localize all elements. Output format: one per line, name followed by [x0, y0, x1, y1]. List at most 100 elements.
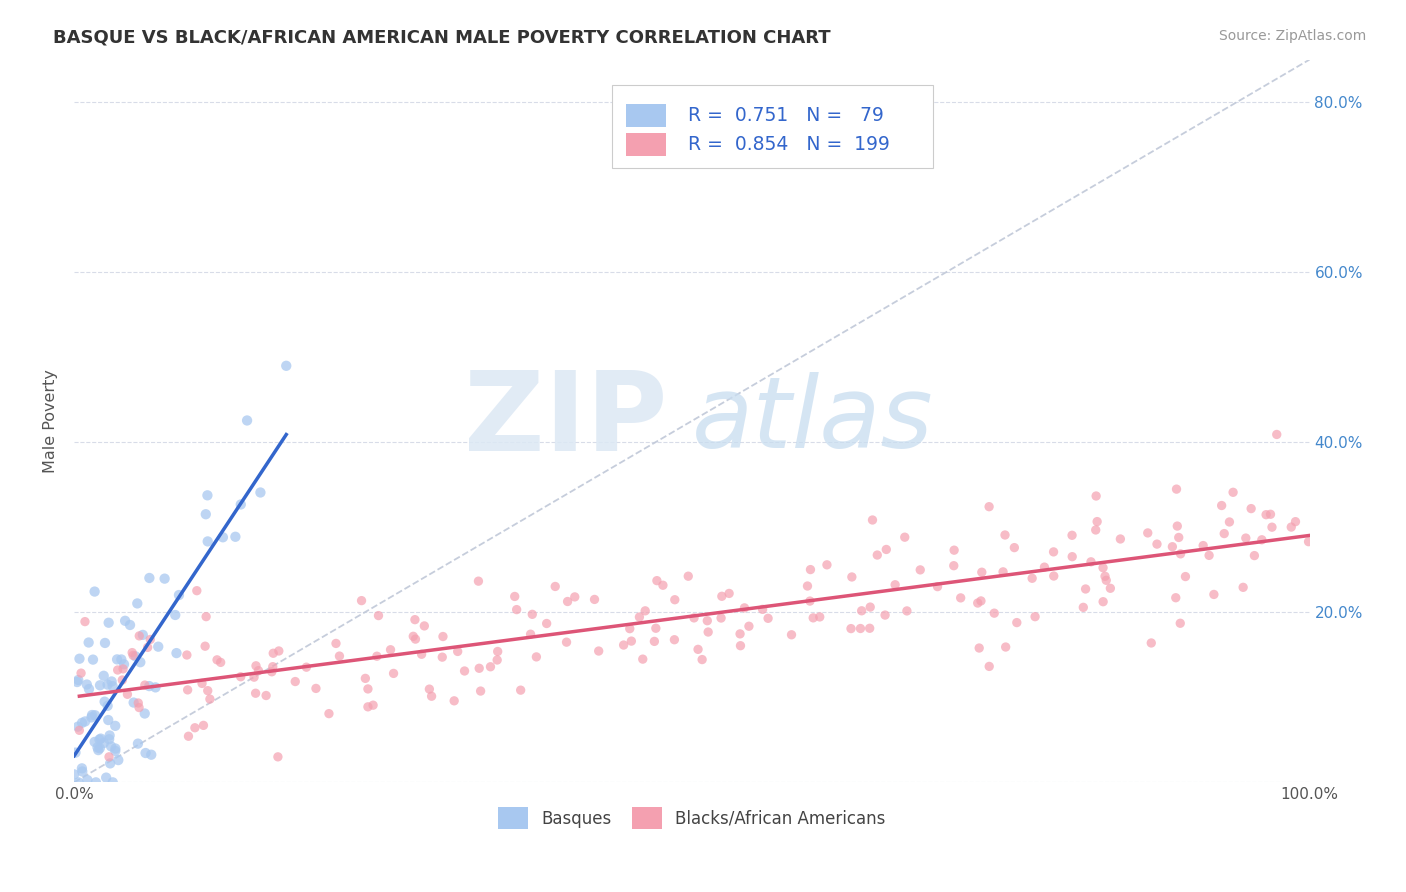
Point	[70, 666, 93, 681]
Point	[110, 652, 132, 666]
Legend: Basques, Blacks/African Americans: Basques, Blacks/African Americans	[492, 801, 893, 836]
Point	[90, 731, 112, 746]
Point	[357, 681, 380, 696]
Point	[756, 611, 779, 625]
Point	[628, 610, 651, 624]
Point	[866, 548, 889, 562]
Point	[98, 732, 121, 747]
Point	[380, 642, 402, 657]
Point	[96, 771, 118, 785]
Point	[82, 652, 104, 666]
Point	[104, 719, 127, 733]
Point	[1002, 541, 1025, 555]
Point	[664, 632, 686, 647]
Point	[1232, 580, 1254, 594]
Point	[117, 687, 139, 701]
Point	[66, 675, 89, 690]
Point	[166, 646, 188, 660]
Point	[87, 743, 110, 757]
Point	[107, 753, 129, 767]
Point	[432, 650, 454, 665]
Point	[404, 632, 426, 646]
Point	[1109, 532, 1132, 546]
Point	[443, 694, 465, 708]
Point	[80, 708, 103, 723]
Point	[76, 772, 98, 787]
Point	[1166, 482, 1188, 496]
Point	[104, 741, 127, 756]
Point	[1033, 560, 1056, 574]
Point	[1211, 499, 1233, 513]
Point	[80, 710, 103, 724]
Point	[66, 720, 89, 734]
Point	[236, 413, 259, 427]
Point	[519, 627, 541, 641]
Point	[100, 739, 122, 754]
Point	[194, 639, 217, 653]
Point	[447, 644, 470, 658]
Point	[479, 659, 502, 673]
Point	[361, 698, 384, 713]
Point	[1279, 520, 1302, 534]
Text: R =  0.854   N =  199: R = 0.854 N = 199	[688, 135, 890, 153]
Point	[875, 608, 897, 623]
Point	[1164, 591, 1187, 605]
Point	[1213, 526, 1236, 541]
Point	[382, 666, 405, 681]
Point	[728, 627, 751, 641]
Point	[70, 761, 93, 775]
Point	[111, 673, 134, 687]
Point	[350, 593, 373, 607]
Point	[243, 670, 266, 684]
Point	[910, 563, 932, 577]
Point	[1085, 515, 1108, 529]
Point	[780, 628, 803, 642]
Point	[942, 558, 965, 573]
Point	[686, 642, 709, 657]
Point	[1094, 569, 1116, 583]
Point	[453, 664, 475, 678]
Point	[696, 614, 718, 628]
Point	[176, 648, 198, 662]
Point	[468, 661, 491, 675]
Point	[1074, 582, 1097, 596]
Point	[486, 653, 509, 667]
Point	[328, 649, 350, 664]
Point	[101, 775, 124, 789]
Point	[209, 656, 232, 670]
Point	[1042, 569, 1064, 583]
Point	[1174, 569, 1197, 583]
Point	[129, 655, 152, 669]
Point	[118, 618, 141, 632]
Point	[799, 563, 821, 577]
Point	[505, 602, 527, 616]
Point	[100, 674, 122, 689]
Point	[135, 746, 157, 760]
Point	[76, 677, 98, 691]
Point	[1260, 508, 1282, 522]
Point	[1254, 508, 1277, 522]
Point	[970, 565, 993, 579]
Point	[801, 611, 824, 625]
Point	[93, 736, 115, 750]
Point	[98, 756, 121, 771]
Point	[89, 732, 111, 747]
Point	[524, 649, 547, 664]
Point	[198, 692, 221, 706]
Point	[122, 648, 145, 663]
Point	[212, 530, 235, 544]
Point	[967, 640, 990, 655]
Point	[849, 622, 872, 636]
Point	[1202, 587, 1225, 601]
Point	[994, 528, 1017, 542]
Point	[536, 616, 558, 631]
Point	[683, 611, 706, 625]
Point	[1240, 501, 1263, 516]
Point	[194, 507, 217, 521]
Point	[815, 558, 838, 572]
Point	[1062, 549, 1084, 564]
Point	[620, 634, 643, 648]
Point	[284, 674, 307, 689]
Point	[588, 644, 610, 658]
Point	[134, 706, 156, 721]
